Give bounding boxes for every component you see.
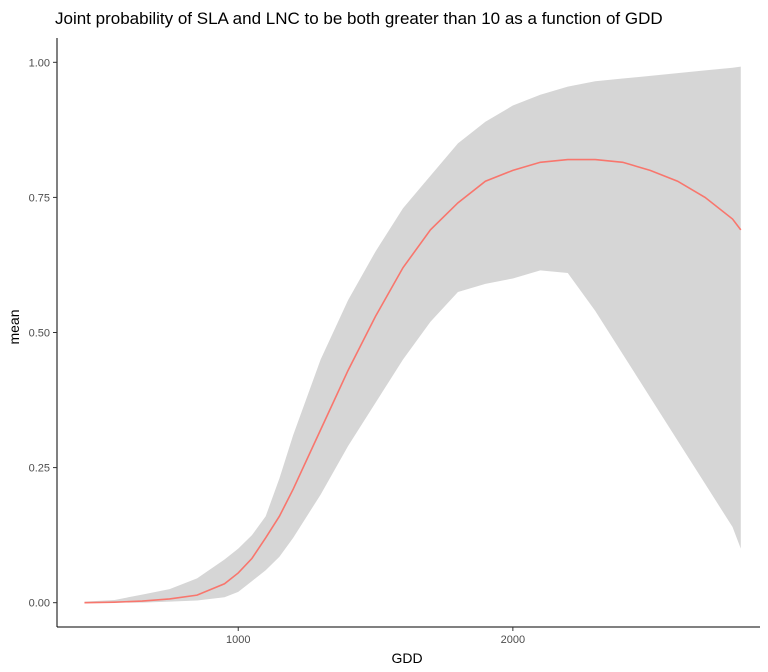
y-tick-label: 0.00: [29, 598, 50, 610]
y-axis-ticks: 0.00 0.25 0.50 0.75 1.00: [29, 57, 57, 610]
x-axis-title: GDD: [391, 650, 422, 666]
chart-title: Joint probability of SLA and LNC to be b…: [55, 9, 663, 28]
y-tick-label: 1.00: [29, 57, 50, 69]
x-tick-label: 1000: [226, 634, 250, 646]
confidence-band: [84, 66, 741, 603]
y-tick-label: 0.75: [29, 192, 50, 204]
y-tick-label: 0.50: [29, 328, 50, 340]
y-tick-label: 0.25: [29, 463, 50, 475]
plot-area: [84, 66, 742, 604]
x-tick-label: 2000: [501, 634, 525, 646]
x-axis-ticks: 1000 2000: [226, 627, 525, 646]
y-axis-title: mean: [6, 309, 22, 344]
mean-line: [84, 158, 742, 604]
